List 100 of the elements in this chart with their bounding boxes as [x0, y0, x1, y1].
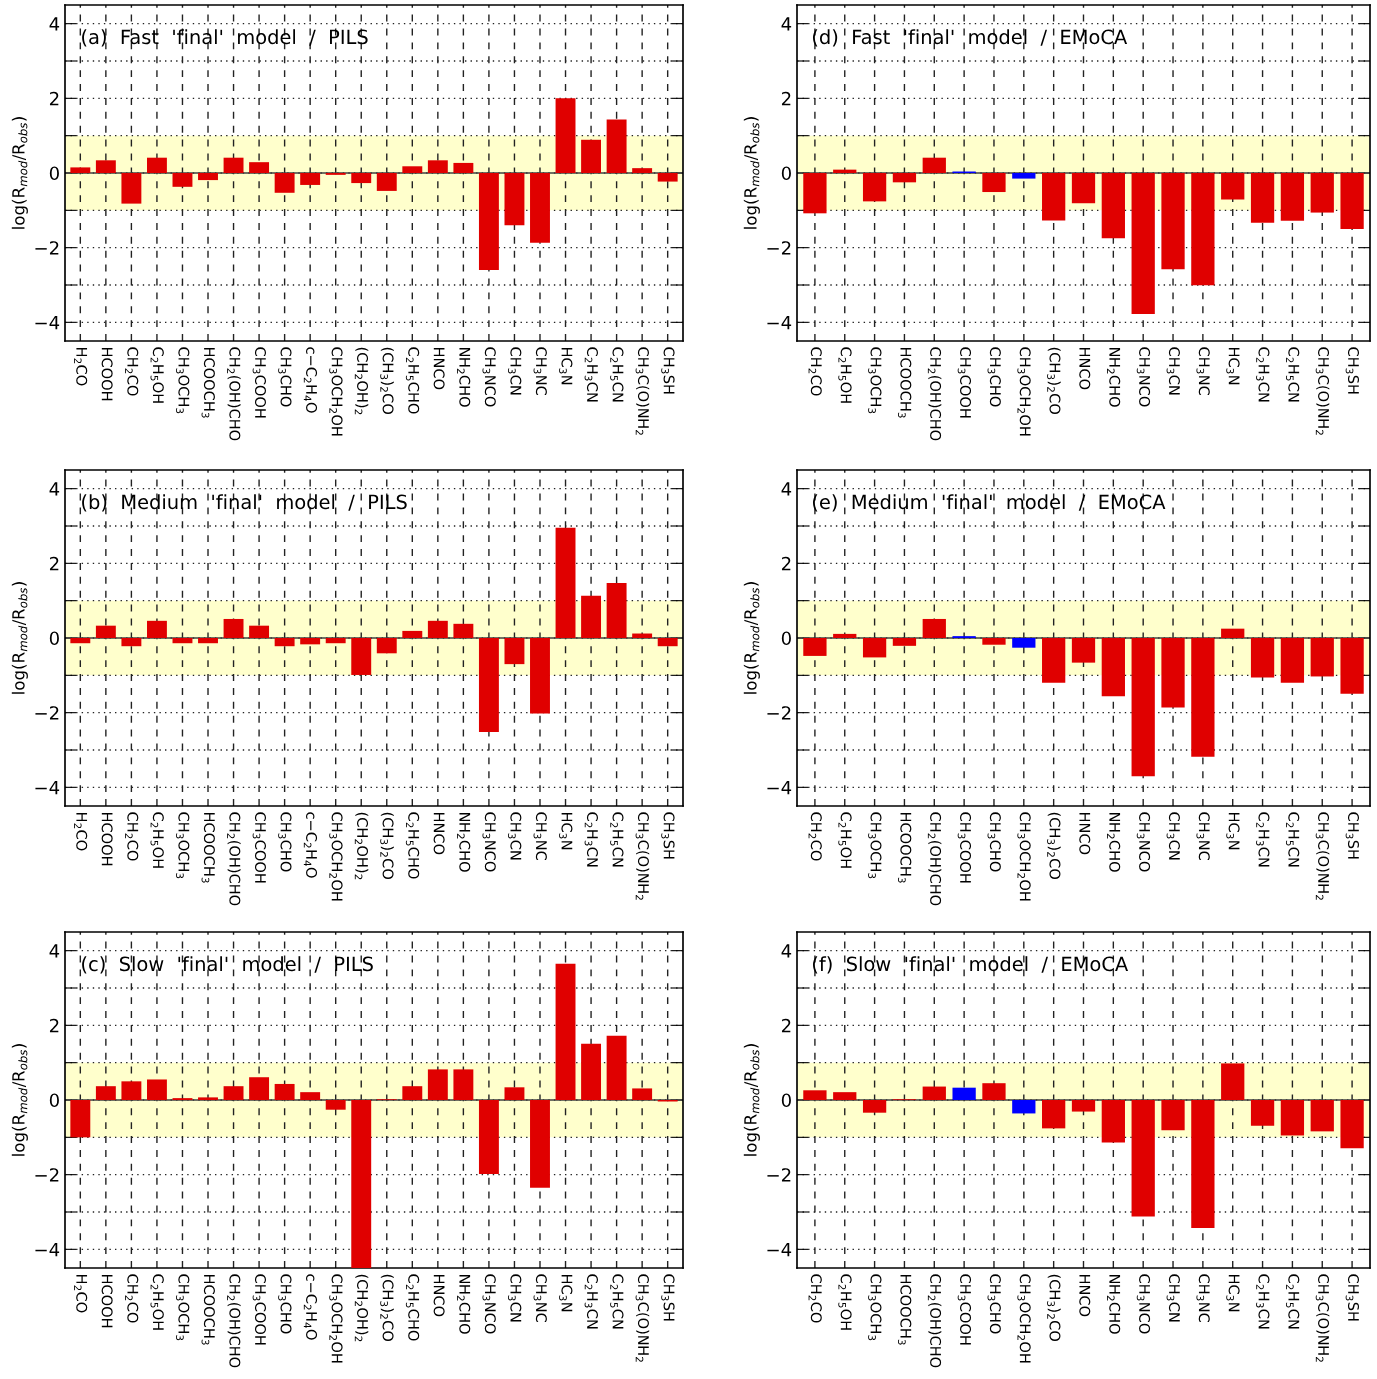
bar	[351, 173, 372, 184]
bar	[952, 1087, 976, 1100]
y-tick-label: −2	[767, 706, 791, 720]
y-tick-label: −2	[767, 1168, 791, 1182]
x-tick-label: CH$_{2}$(OH)CHO	[927, 1274, 942, 1368]
x-tick-label: H$_{2}$CO	[74, 347, 88, 386]
bar	[95, 160, 116, 173]
x-tick-label: HCOOCH$_{3}$	[201, 347, 215, 418]
x-tick-label: HC$_{3}$N	[1226, 812, 1240, 850]
bar	[198, 638, 218, 644]
bar	[121, 1081, 142, 1100]
bar	[1221, 1063, 1245, 1100]
y-axis-title: log(R$_{mod}$/R$_{obs}$)	[743, 117, 760, 229]
x-tick-label: CH$_{3}$OCH$_{3}$	[176, 347, 190, 414]
x-tick-label: CH$_{3}$SH	[661, 812, 675, 859]
x-tick-label: CH$_{2}$(OH)CHO	[927, 347, 942, 441]
x-tick-label: HCOOCH$_{3}$	[201, 812, 215, 883]
x-tick-label: CH$_{3}$NC	[1196, 812, 1210, 861]
bar	[351, 638, 372, 675]
x-tick-label: HNCO	[433, 347, 445, 390]
x-tick-label: NH$_{2}$CHO	[1107, 1274, 1121, 1334]
bar	[555, 527, 576, 638]
bar	[249, 1077, 270, 1100]
bar	[376, 638, 397, 654]
bar	[427, 1069, 448, 1100]
bar	[274, 638, 295, 647]
bar	[1191, 173, 1215, 286]
bar	[606, 1035, 627, 1100]
bar	[1310, 1100, 1334, 1132]
bar	[427, 160, 448, 173]
bar	[1071, 638, 1096, 663]
text: (f) Slow 'final' model / EMoCA	[813, 956, 1129, 974]
bar	[95, 1086, 116, 1100]
y-tick-label: 4	[781, 482, 792, 496]
bar	[632, 1088, 653, 1100]
x-tick-label: HC$_{3}$N	[559, 347, 573, 385]
y-tick-label: −2	[35, 1168, 59, 1182]
x-tick-label: CH$_{3}$CHO	[987, 812, 1001, 872]
x-tick-label: HCOOCH$_{3}$	[897, 347, 912, 418]
x-tick-label: c−C$_{2}$H$_{4}$O	[303, 1274, 318, 1340]
x-tick-label: CH$_{3}$OCH$_{2}$OH	[1017, 1274, 1031, 1363]
y-tick-label: −2	[35, 241, 59, 255]
y-tick-label: 0	[49, 631, 59, 646]
y-tick-label: −4	[35, 1243, 60, 1257]
x-tick-label: C$_{2}$H$_{5}$OH	[150, 347, 164, 403]
bar	[922, 618, 946, 638]
x-tick-label: C$_{2}$H$_{5}$CN	[1285, 1274, 1300, 1329]
bar	[70, 1100, 91, 1138]
bar	[1280, 1100, 1305, 1136]
bar	[803, 173, 827, 214]
bar	[632, 633, 653, 638]
bar	[70, 638, 91, 644]
x-tick-label: (CH$_{3}$)$_{2}$CO	[1047, 812, 1061, 879]
bar	[606, 583, 627, 638]
x-tick-label: CH$_{3}$CN	[508, 812, 522, 860]
bar	[530, 1100, 550, 1188]
x-tick-label: CH$_{3}$COOH	[957, 812, 972, 883]
x-tick-label: CH$_{3}$COOH	[252, 1274, 266, 1345]
x-tick-label: CH$_{3}$NC	[533, 1274, 547, 1323]
x-tick-label: CH$_{3}$CHO	[278, 1274, 292, 1334]
x-tick-label: CH$_{3}$NCO	[1136, 347, 1151, 407]
y-axis-title: log(R$_{mod}$/R$_{obs}$)	[11, 582, 28, 694]
x-tick-label: C$_{2}$H$_{5}$OH	[838, 1274, 852, 1330]
bar	[1101, 638, 1125, 697]
y-tick-label: 4	[49, 17, 60, 31]
x-tick-label: C$_{2}$H$_{5}$CN	[1285, 812, 1300, 867]
x-tick-label: CH$_{3}$OCH$_{2}$OH	[329, 347, 343, 436]
bar	[325, 638, 346, 644]
x-tick-label: C$_{2}$H$_{3}$CN	[584, 347, 598, 402]
bar	[1071, 1100, 1096, 1112]
bar	[1012, 173, 1036, 179]
y-axis-title: log(R$_{mod}$/R$_{obs}$)	[743, 582, 760, 694]
bar	[1071, 173, 1096, 204]
bar	[172, 173, 193, 187]
x-tick-label: C$_{2}$H$_{5}$CN	[610, 347, 624, 402]
x-tick-label: (CH$_{2}$OH)$_{2}$	[354, 812, 369, 880]
bar	[1221, 628, 1245, 638]
bar	[478, 173, 499, 271]
bar	[1310, 173, 1334, 213]
x-tick-label: HNCO	[433, 1274, 445, 1317]
bar	[1161, 1100, 1185, 1131]
x-tick-label: C$_{2}$H$_{3}$CN	[584, 1274, 598, 1329]
x-tick-label: HC$_{3}$N	[559, 812, 573, 850]
y-tick-label: 2	[781, 1018, 791, 1033]
x-tick-label: HNCO	[1079, 812, 1091, 855]
x-tick-label: HNCO	[1079, 1274, 1091, 1317]
y-tick-label: 2	[781, 91, 791, 106]
y-tick-label: 0	[49, 1093, 59, 1108]
x-tick-label: CH$_{3}$C(O)NH$_{2}$	[1315, 347, 1330, 435]
x-tick-label: CH$_{3}$SH	[1345, 812, 1360, 859]
bar	[274, 173, 295, 193]
bar	[453, 1069, 474, 1100]
x-tick-label: C$_{2}$H$_{5}$CN	[1285, 347, 1300, 402]
x-tick-label: CH$_{3}$NC	[1196, 347, 1210, 396]
x-tick-label: CH$_{3}$CHO	[278, 347, 292, 407]
x-tick-label: CH$_{3}$NC	[533, 812, 547, 861]
x-tick-label: HCOOCH$_{3}$	[897, 812, 912, 883]
x-tick-label: NH$_{2}$CHO	[1107, 347, 1121, 407]
x-tick-label: CH$_{2}$CO	[125, 1274, 139, 1323]
x-tick-label: CH$_{3}$OCH$_{2}$OH	[1017, 347, 1031, 436]
